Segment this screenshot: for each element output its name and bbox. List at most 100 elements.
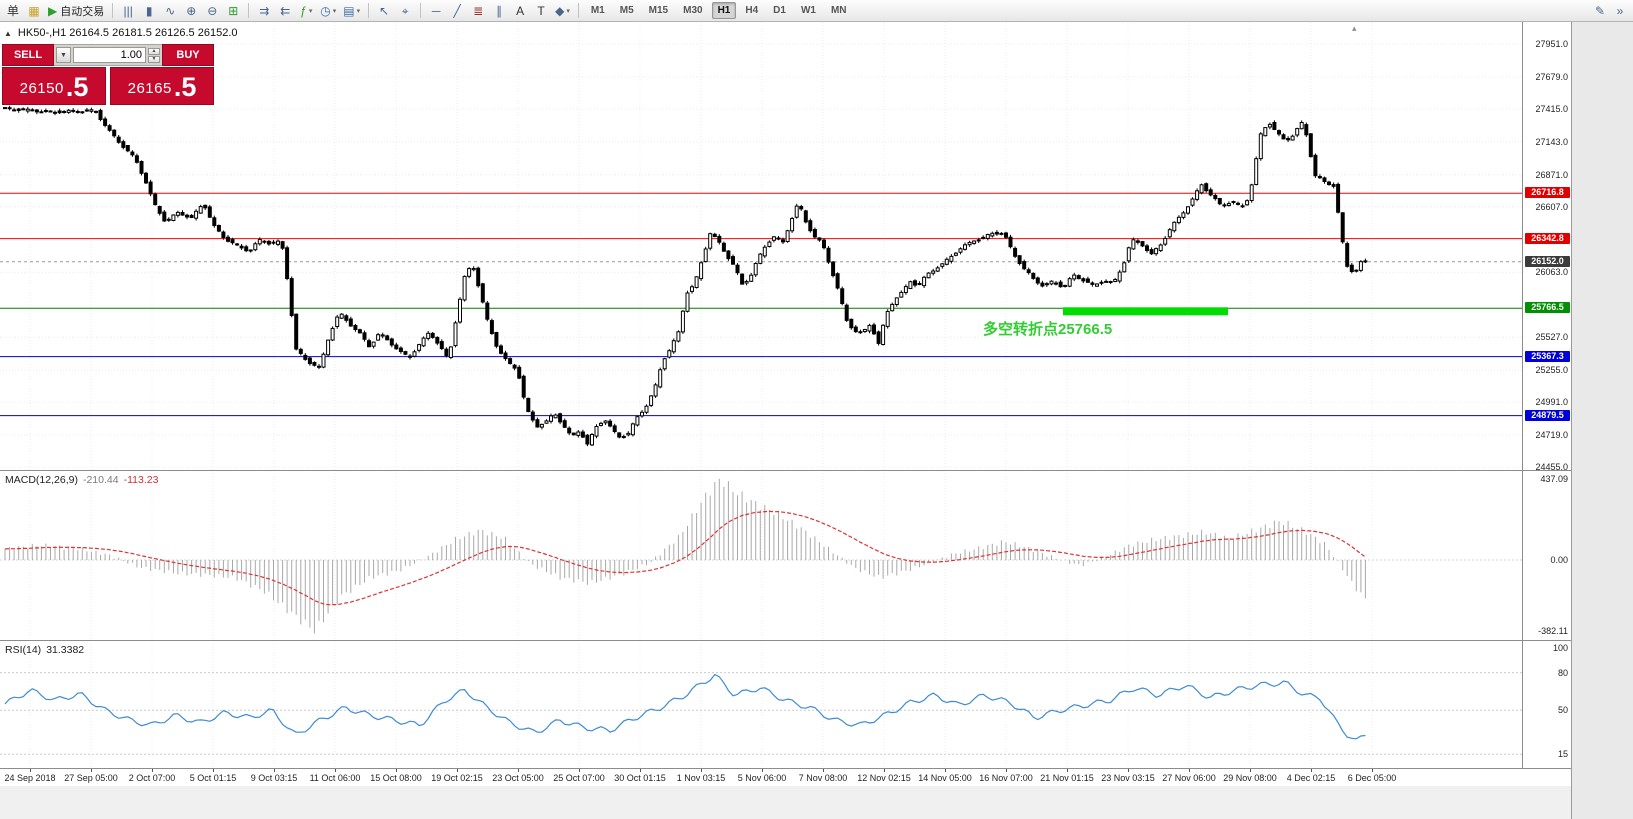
price-chart-canvas[interactable] <box>0 22 1522 470</box>
timeframe-mn-button[interactable]: MN <box>830 5 847 16</box>
timeframe-d1-button[interactable]: D1 <box>773 5 786 16</box>
time-axis-label: 25 Oct 07:00 <box>553 773 605 783</box>
time-axis-label: 16 Nov 07:00 <box>979 773 1033 783</box>
periods-button[interactable]: ◷ ▾ <box>317 1 339 20</box>
symbol-ohlc-text: HK50-,H1 26164.5 26181.5 26126.5 26152.0 <box>17 27 238 39</box>
arrows-button[interactable]: ◆ ▾ <box>552 1 573 20</box>
time-axis-label: 30 Oct 01:15 <box>614 773 666 783</box>
time-axis-tick <box>1067 769 1068 772</box>
timeframe-m15-button[interactable]: M15 <box>648 5 669 16</box>
time-axis-label: 4 Dec 02:15 <box>1286 773 1336 783</box>
toolbar-separator <box>368 3 370 18</box>
trendline-icon: ╱ <box>453 3 461 18</box>
macd-name: MACD(12,26,9) <box>5 474 78 486</box>
one-click-collapse-icon[interactable]: ▲ <box>4 28 12 38</box>
toolbar-overflow-button[interactable]: » <box>1610 1 1630 20</box>
time-axis-tick <box>1189 769 1190 772</box>
auto-scroll-icon: ⇉ <box>259 3 270 18</box>
volume-down-button[interactable]: ▼ <box>148 55 160 63</box>
fibonacci-button[interactable]: ≣ <box>468 1 488 20</box>
macd-panel-canvas[interactable] <box>0 470 1522 640</box>
timeframe-h1-button[interactable]: H1 <box>711 2 737 19</box>
timeframe-h4-button[interactable]: H4 <box>745 5 759 16</box>
equidistant-channel-button[interactable]: ∥ <box>489 1 509 20</box>
price-level-tag: 25766.5 <box>1525 302 1570 313</box>
profiles-button[interactable]: ▦ <box>24 1 44 20</box>
arrows-icon: ◆ <box>555 3 565 18</box>
one-click-trading-panel: SELL ▼ ▲ ▼ BUY 26150.5 26165.5 <box>2 44 214 105</box>
time-axis-tick <box>396 769 397 772</box>
new-order-button[interactable]: 单 <box>3 1 23 20</box>
volume-spinner: ▲ ▼ <box>148 47 160 63</box>
periods-icon: ◷ <box>320 3 331 18</box>
timeframe-m30-button[interactable]: M30 <box>683 5 703 16</box>
time-axis-label: 15 Oct 08:00 <box>370 773 422 783</box>
auto-trading-button[interactable]: ▶ 自动交易 <box>45 1 107 20</box>
volume-up-button[interactable]: ▲ <box>148 47 160 55</box>
line-chart-button[interactable]: ∿ <box>160 1 180 20</box>
timeframe-w1-button[interactable]: W1 <box>800 5 816 16</box>
price-level-tag: 26342.8 <box>1525 233 1570 244</box>
panel-splitter[interactable] <box>0 470 1571 471</box>
toolbar-right-group: ✎» <box>1590 1 1630 20</box>
time-axis-tick <box>335 769 336 772</box>
time-axis-label: 1 Nov 03:15 <box>676 773 726 783</box>
time-axis-tick <box>762 769 763 772</box>
volume-input[interactable] <box>73 47 146 63</box>
buy-button[interactable]: BUY <box>162 44 214 66</box>
dropdown-arrow-icon[interactable]: ▾ <box>308 7 313 15</box>
tile-windows-button[interactable]: ⊞ <box>223 1 243 20</box>
bar-chart-button[interactable]: ||| <box>118 1 138 20</box>
time-axis-label: 14 Nov 05:00 <box>918 773 972 783</box>
panel-splitter[interactable] <box>0 640 1571 641</box>
dropdown-arrow-icon[interactable]: ▾ <box>356 7 361 15</box>
time-axis-label: 11 Oct 06:00 <box>309 773 361 783</box>
axis-tick-label: 25527.0 <box>1535 332 1568 342</box>
axis-tick-label: 437.09 <box>1540 474 1568 484</box>
zoom-in-button[interactable]: ⊕ <box>181 1 201 20</box>
price-level-tag: 26152.0 <box>1525 256 1570 267</box>
sell-price-display[interactable]: 26150.5 <box>2 67 106 105</box>
dropdown-arrow-icon[interactable]: ▾ <box>332 7 337 15</box>
crosshair-button[interactable]: ⌖ <box>395 1 415 20</box>
price-scale[interactable]: 27951.0 27679.0 27415.0 27143.0 26871.0 26607… <box>1522 22 1571 768</box>
time-axis-tick <box>30 769 31 772</box>
text-icon: A <box>516 3 525 18</box>
templates-button[interactable]: ▤ ▾ <box>340 1 363 20</box>
volume-dropdown-button[interactable]: ▼ <box>56 47 71 63</box>
dropdown-arrow-icon[interactable]: ▾ <box>566 7 570 15</box>
sell-button[interactable]: SELL <box>2 44 54 66</box>
rsi-panel-canvas[interactable] <box>0 640 1522 768</box>
text-button[interactable]: A <box>510 1 530 20</box>
time-axis-label: 7 Nov 08:00 <box>798 773 848 783</box>
candlestick-chart-button[interactable]: ▮ <box>139 1 159 20</box>
time-axis-tick <box>91 769 92 772</box>
quick-edit-button[interactable]: ✎ <box>1590 1 1610 20</box>
time-axis-label: 6 Dec 05:00 <box>1347 773 1397 783</box>
axis-tick-label: 27951.0 <box>1535 39 1568 49</box>
zoom-out-button[interactable]: ⊖ <box>202 1 222 20</box>
indicators-button[interactable]: ƒ ▾ <box>296 1 316 20</box>
timeframe-m1-button[interactable]: M1 <box>590 5 605 16</box>
main-toolbar: 单 ▦ ▶ 自动交易 ||| ▮ ∿ ⊕ ⊖ ⊞ ⇉ ⇇ ƒ ▾ ◷ ▾ ▤ ▾ ↖ ⌖ ─ ╱ ≣ ∥ A T ◆ ▾ M1 M5 M15… <box>0 0 1633 22</box>
trendline-button[interactable]: ╱ <box>447 1 467 20</box>
rsi-indicator-label: RSI(14) 31.3382 <box>5 644 84 656</box>
time-axis[interactable]: 24 Sep 2018 27 Sep 05:00 2 Oct 07:00 5 Oct … <box>0 768 1571 786</box>
axis-tick-label: 27679.0 <box>1535 72 1568 82</box>
buy-price-display[interactable]: 26165.5 <box>110 67 214 105</box>
time-axis-tick <box>701 769 702 772</box>
timeframe-m5-button[interactable]: M5 <box>619 5 634 16</box>
chart-shift-button[interactable]: ⇇ <box>275 1 295 20</box>
candlestick-chart-icon: ▮ <box>145 3 153 18</box>
toolbar-separator <box>112 3 114 18</box>
auto-scroll-button[interactable]: ⇉ <box>254 1 274 20</box>
auto-trading-button-label: 自动交易 <box>60 5 105 18</box>
horizontal-line-button[interactable]: ─ <box>426 1 446 20</box>
time-axis-label: 23 Oct 05:00 <box>492 773 544 783</box>
chart-shift-marker-icon[interactable]: ▴ <box>1352 23 1357 33</box>
cursor-button[interactable]: ↖ <box>374 1 394 20</box>
label-button[interactable]: T <box>531 1 551 20</box>
time-axis-label: 12 Nov 02:15 <box>857 773 911 783</box>
time-axis-label: 27 Sep 05:00 <box>64 773 118 783</box>
